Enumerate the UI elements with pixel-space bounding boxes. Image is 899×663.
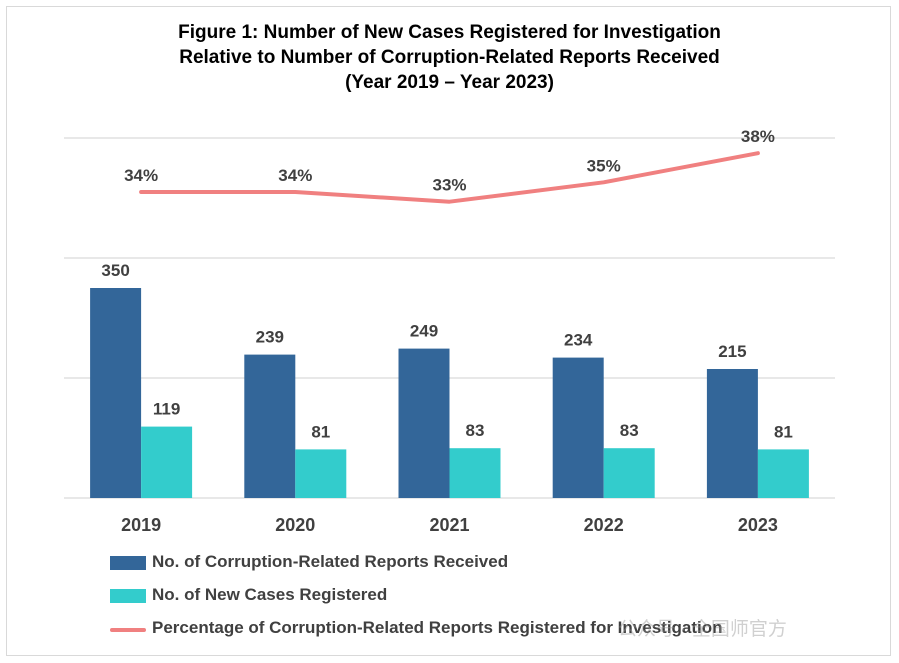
x-tick-label: 2022 [584, 515, 624, 535]
bar-reports [706, 369, 758, 498]
data-label-cases: 81 [311, 422, 330, 441]
percentage-label: 38% [741, 127, 775, 146]
watermark: 公众号 · 全国师官方 [618, 619, 787, 640]
x-tick-label: 2019 [121, 515, 161, 535]
data-label-reports: 350 [101, 261, 129, 280]
bar-reports [398, 348, 450, 498]
percentage-label: 35% [587, 156, 621, 175]
x-tick-label: 2021 [429, 515, 469, 535]
bar-cases [757, 449, 809, 498]
chart-title: Figure 1: Number of New Cases Registered… [0, 20, 899, 95]
bar-reports [90, 288, 142, 498]
legend-swatch-reports [110, 556, 146, 570]
x-tick-label: 2023 [738, 515, 778, 535]
data-label-reports: 249 [410, 322, 438, 341]
data-label-cases: 81 [774, 422, 793, 441]
chart-frame [6, 6, 891, 656]
legend-swatch-percentage [110, 628, 146, 632]
bar-cases [449, 448, 501, 498]
data-label-reports: 234 [564, 331, 593, 350]
bar-cases [603, 448, 655, 498]
chart-title-line-1: Figure 1: Number of New Cases Registered… [178, 22, 721, 43]
legend-label-cases: No. of New Cases Registered [152, 585, 388, 604]
bar-cases [141, 426, 193, 498]
data-label-cases: 83 [466, 421, 485, 440]
bar-reports [244, 354, 296, 498]
legend-label-reports: No. of Corruption-Related Reports Receiv… [152, 552, 509, 571]
legend-swatch-cases [110, 589, 146, 603]
chart-title-line-3: (Year 2019 – Year 2023) [345, 72, 554, 93]
bar-cases [295, 449, 347, 498]
data-label-cases: 119 [153, 400, 180, 419]
bar-reports [552, 357, 604, 498]
legend-label-percentage: Percentage of Corruption-Related Reports… [152, 618, 723, 637]
data-label-reports: 239 [256, 328, 284, 347]
percentage-label: 34% [278, 166, 312, 185]
percentage-label: 34% [124, 166, 158, 185]
chart-title-line-2: Relative to Number of Corruption-Related… [179, 47, 720, 68]
percentage-label: 33% [432, 176, 466, 195]
data-label-cases: 83 [620, 421, 639, 440]
data-label-reports: 215 [718, 342, 746, 361]
x-tick-label: 2020 [275, 515, 315, 535]
